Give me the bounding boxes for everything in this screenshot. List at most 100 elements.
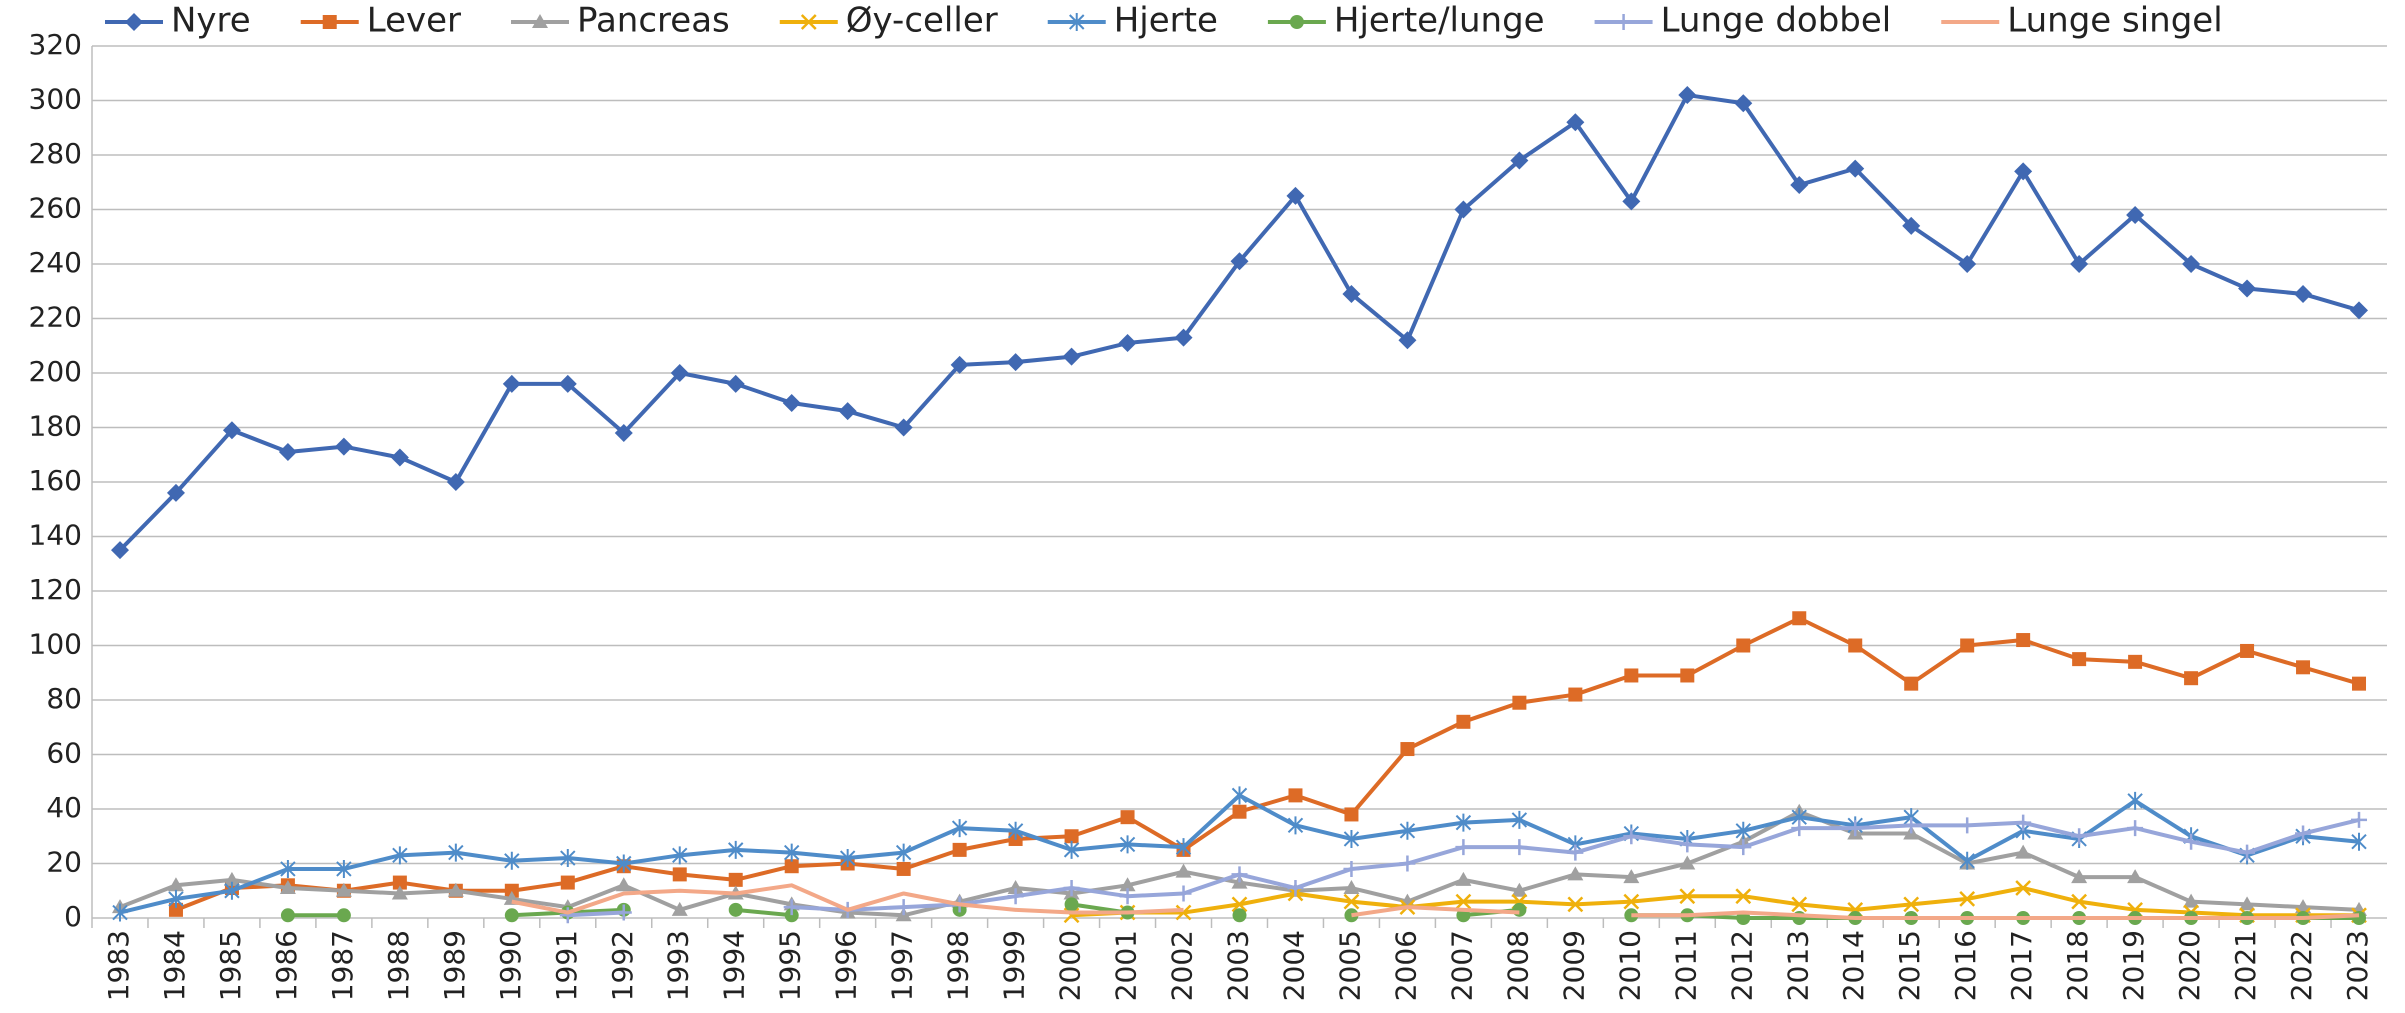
marker bbox=[728, 840, 744, 859]
marker bbox=[559, 907, 576, 924]
marker bbox=[1231, 786, 1248, 805]
marker bbox=[782, 393, 801, 412]
marker bbox=[952, 842, 967, 857]
marker bbox=[2070, 255, 2089, 273]
marker bbox=[1119, 835, 1136, 854]
marker bbox=[2015, 814, 2032, 831]
series bbox=[559, 811, 2368, 924]
marker bbox=[446, 473, 465, 491]
x-tick-label: 1989 bbox=[438, 930, 471, 1001]
marker bbox=[1231, 866, 1248, 883]
marker bbox=[1231, 896, 1248, 913]
marker bbox=[672, 867, 687, 882]
marker bbox=[504, 883, 519, 898]
marker bbox=[336, 859, 352, 878]
marker bbox=[783, 843, 800, 862]
x-tick-label: 1987 bbox=[326, 930, 359, 1001]
series-line bbox=[175, 616, 2360, 912]
marker bbox=[1007, 880, 1024, 895]
marker bbox=[2295, 825, 2312, 842]
marker bbox=[279, 880, 296, 895]
marker bbox=[1400, 742, 1415, 757]
marker bbox=[1289, 15, 1304, 29]
x-tick-label: 2001 bbox=[1110, 930, 1143, 1001]
series-line bbox=[511, 883, 2360, 920]
marker bbox=[670, 364, 689, 382]
marker bbox=[558, 374, 577, 393]
marker bbox=[2128, 654, 2143, 669]
marker bbox=[615, 904, 632, 921]
marker bbox=[2183, 833, 2200, 850]
marker bbox=[895, 899, 912, 916]
marker bbox=[2240, 643, 2255, 658]
marker bbox=[1342, 284, 1361, 303]
marker bbox=[2071, 869, 2088, 884]
marker bbox=[1735, 839, 1752, 856]
marker bbox=[391, 885, 408, 900]
marker bbox=[2238, 279, 2257, 298]
marker bbox=[2016, 633, 2031, 648]
marker bbox=[1174, 328, 1193, 347]
x-tick-label: 2004 bbox=[1277, 930, 1310, 1001]
y-tick-label: 240 bbox=[29, 246, 82, 279]
x-tick-label: 2012 bbox=[1725, 930, 1758, 1001]
y-tick-label: 140 bbox=[29, 519, 82, 552]
marker bbox=[2183, 893, 2200, 908]
marker bbox=[1734, 94, 1753, 113]
x-tick-label: 1993 bbox=[662, 930, 695, 1001]
marker bbox=[280, 908, 295, 923]
marker bbox=[1063, 880, 1080, 897]
legend-label: Hjerte/lunge bbox=[1334, 1, 1545, 41]
marker bbox=[168, 889, 184, 908]
marker bbox=[1615, 14, 1632, 30]
x-tick-label: 2011 bbox=[1669, 930, 1702, 1001]
marker bbox=[800, 14, 817, 30]
marker bbox=[1455, 893, 1472, 910]
marker bbox=[448, 843, 464, 862]
marker bbox=[1288, 788, 1303, 803]
marker bbox=[1735, 821, 1751, 840]
marker bbox=[1511, 810, 1528, 829]
marker bbox=[1623, 893, 1640, 910]
marker bbox=[112, 903, 128, 922]
marker bbox=[2072, 652, 2087, 667]
x-tick-label: 1992 bbox=[606, 930, 639, 1001]
marker bbox=[224, 881, 240, 900]
marker bbox=[504, 908, 519, 923]
series bbox=[112, 786, 2367, 922]
marker bbox=[1175, 885, 1192, 902]
x-tick-label: 1983 bbox=[102, 930, 135, 1001]
marker bbox=[2352, 676, 2367, 691]
marker bbox=[1792, 611, 1807, 626]
marker bbox=[671, 901, 688, 916]
marker bbox=[726, 374, 745, 393]
legend-label: Øy-celler bbox=[846, 1, 998, 41]
x-tick-label: 1997 bbox=[886, 930, 919, 1001]
marker bbox=[1904, 676, 1919, 691]
marker bbox=[1119, 888, 1136, 905]
x-tick-label: 1996 bbox=[830, 930, 863, 1001]
x-tick-label: 1991 bbox=[550, 930, 583, 1001]
marker bbox=[1064, 829, 1079, 844]
marker bbox=[110, 541, 129, 560]
marker bbox=[1062, 347, 1081, 366]
marker bbox=[1119, 877, 1136, 892]
y-tick-label: 0 bbox=[64, 900, 82, 933]
marker bbox=[1790, 175, 1809, 194]
marker bbox=[1902, 216, 1921, 235]
marker bbox=[838, 402, 857, 421]
marker bbox=[2015, 844, 2032, 859]
marker bbox=[1175, 904, 1192, 921]
marker bbox=[1343, 829, 1360, 848]
x-tick-label: 2016 bbox=[1949, 930, 1982, 1001]
marker bbox=[1069, 13, 1085, 31]
marker bbox=[390, 448, 409, 467]
legend-label: Lunge dobbel bbox=[1661, 1, 1892, 41]
marker bbox=[1791, 896, 1808, 913]
x-tick-label: 1985 bbox=[214, 930, 247, 1001]
marker bbox=[1006, 353, 1025, 372]
marker bbox=[392, 875, 407, 890]
marker bbox=[1063, 840, 1080, 859]
marker bbox=[1903, 896, 1920, 913]
x-tick-label: 2000 bbox=[1054, 930, 1087, 1001]
